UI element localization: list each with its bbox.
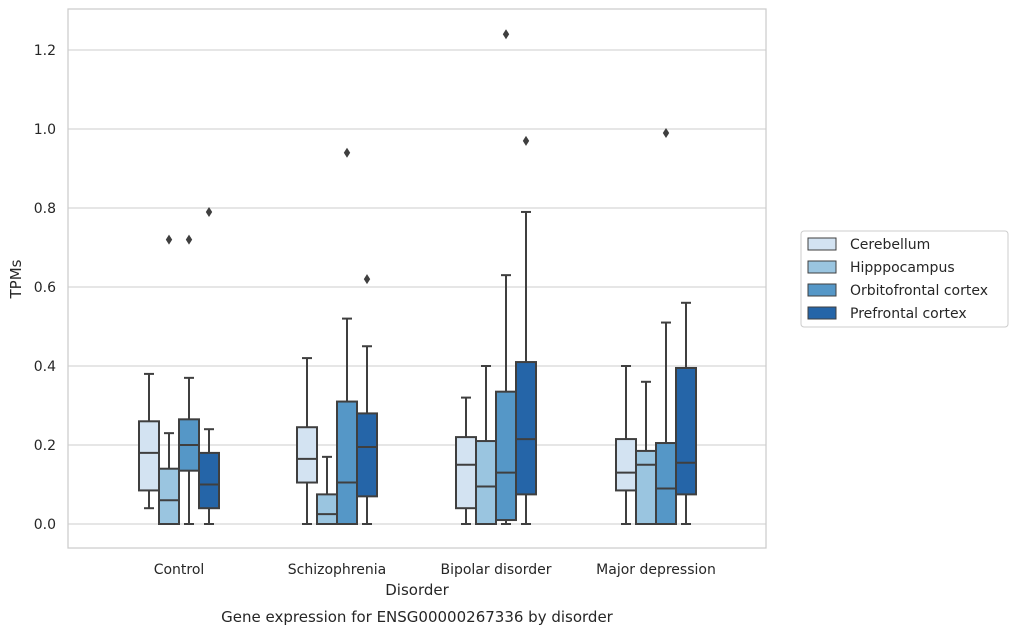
box-iqr [198, 451, 220, 510]
x-tick-label: Schizophrenia [288, 562, 386, 578]
y-tick-label: 0.6 [34, 280, 56, 296]
y-tick-label: 0.2 [34, 438, 56, 454]
box-iqr [158, 467, 180, 526]
outlier-point [522, 135, 530, 146]
box-prefrontal-cortex-2 [515, 135, 537, 525]
y-tick-label: 1.0 [34, 122, 56, 138]
outlier-point [165, 234, 173, 245]
box-iqr [495, 390, 517, 522]
box-prefrontal-cortex-0 [198, 206, 220, 525]
box-iqr [655, 442, 677, 525]
box-iqr [336, 400, 358, 525]
legend-swatch [807, 306, 837, 320]
box-iqr [356, 412, 378, 498]
legend-items: Cerebellum Hipppocampus Orbitofrontal cort… [807, 237, 988, 322]
x-tick-labels: Control Schizophrenia Bipolar disorder Majo… [154, 562, 716, 578]
plot-frame [67, 8, 767, 549]
box-iqr [675, 366, 697, 496]
box-hipppocampus-1 [316, 455, 338, 525]
boxes-layer [138, 29, 697, 526]
legend-label: Prefrontal cortex [850, 306, 967, 322]
box-iqr [138, 420, 160, 492]
box-hipppocampus-0 [158, 234, 180, 526]
box-iqr [515, 361, 537, 496]
y-tick-label: 1.2 [34, 43, 56, 59]
legend-label: Cerebellum [850, 237, 930, 253]
legend-label: Hipppocampus [850, 260, 955, 276]
box-iqr [635, 449, 657, 525]
x-axis-title: Disorder [385, 581, 449, 599]
legend-frame [800, 230, 1009, 328]
outlier-point [205, 206, 213, 217]
legend-entry: Prefrontal cortex [807, 306, 967, 322]
y-tick-label: 0.8 [34, 201, 56, 217]
legend-label: Orbitofrontal cortex [850, 283, 988, 299]
legend-entry: Cerebellum [807, 237, 930, 253]
box-iqr [615, 438, 637, 492]
outlier-point [185, 234, 193, 245]
box-cerebellum-3 [615, 365, 637, 525]
box-prefrontal-cortex-3 [675, 301, 697, 525]
legend: Cerebellum Hipppocampus Orbitofrontal cort… [800, 230, 1009, 328]
legend-swatch [807, 260, 837, 274]
y-tick-labels: 0.0 0.2 0.4 0.6 0.8 1.0 1.2 [34, 43, 56, 533]
outlier-point [502, 29, 510, 40]
box-iqr [296, 426, 318, 484]
y-axis-title: TPMs [7, 259, 25, 299]
chart-caption: Gene expression for ENSG00000267336 by d… [221, 608, 614, 626]
x-tick-label: Major depression [596, 562, 716, 578]
outlier-point [363, 274, 371, 285]
y-tick-label: 0.0 [34, 517, 56, 533]
legend-entry: Hipppocampus [807, 260, 955, 276]
box-orbitofrontal-cortex-0 [178, 234, 200, 525]
outlier-point [343, 147, 351, 158]
legend-swatch [807, 283, 837, 297]
x-tick-label: Bipolar disorder [440, 562, 551, 578]
box-cerebellum-0 [138, 372, 160, 510]
box-orbitofrontal-cortex-3 [655, 127, 677, 525]
box-iqr [475, 440, 497, 525]
box-iqr [316, 493, 338, 525]
box-prefrontal-cortex-1 [356, 274, 378, 525]
y-tick-label: 0.4 [34, 359, 56, 375]
legend-entry: Orbitofrontal cortex [807, 283, 988, 299]
legend-swatch [807, 237, 837, 251]
outlier-point [662, 127, 670, 138]
x-tick-label: Control [154, 562, 205, 578]
box-iqr [455, 436, 477, 510]
box-cerebellum-1 [296, 357, 318, 525]
box-hipppocampus-3 [635, 380, 657, 525]
box-hipppocampus-2 [475, 365, 497, 525]
